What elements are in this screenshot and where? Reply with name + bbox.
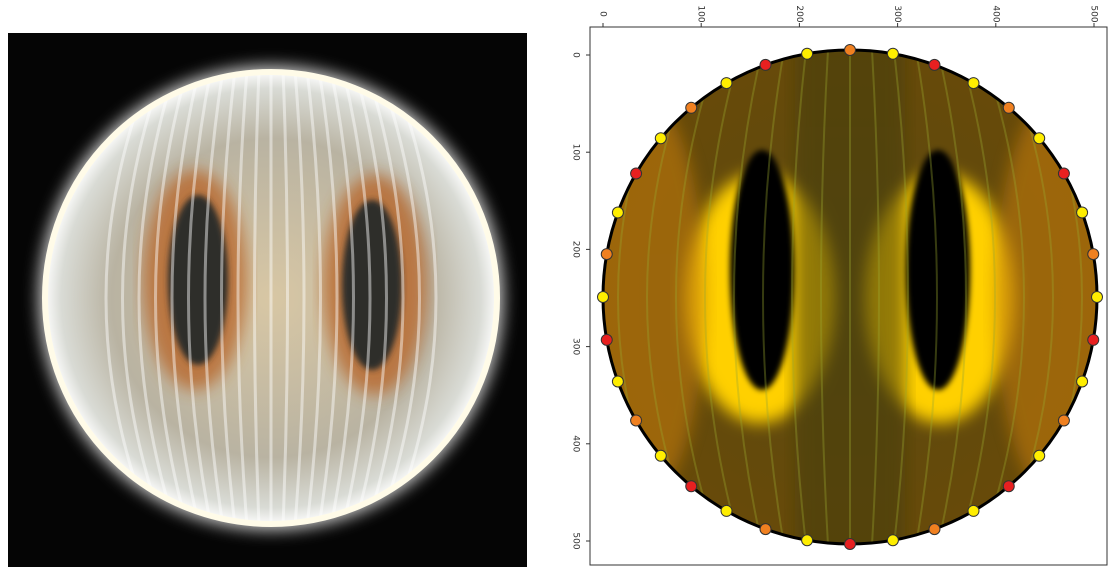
rim-dot bbox=[802, 535, 813, 546]
rim-dot bbox=[760, 59, 771, 70]
y-tick-label: 500 bbox=[571, 532, 581, 549]
rim-dot bbox=[655, 450, 666, 461]
rim-dot bbox=[721, 78, 732, 89]
rim-dot bbox=[598, 292, 609, 303]
rim-dot bbox=[1003, 481, 1014, 492]
rim-dot bbox=[655, 133, 666, 144]
rim-dot bbox=[1077, 376, 1088, 387]
rim-dot bbox=[631, 415, 642, 426]
y-tick-label: 0 bbox=[571, 52, 581, 58]
rim-dot bbox=[721, 505, 732, 516]
rim-dot bbox=[1034, 450, 1045, 461]
x-tick-label: 0 bbox=[598, 11, 608, 17]
rim-dot bbox=[1003, 102, 1014, 113]
rim-dot bbox=[612, 376, 623, 387]
rim-dot bbox=[802, 48, 813, 59]
rim-dot bbox=[887, 48, 898, 59]
y-tick-label: 300 bbox=[571, 338, 581, 355]
x-tick-label: 300 bbox=[892, 5, 902, 22]
y-tick-label: 200 bbox=[571, 241, 581, 258]
rim-dot bbox=[1088, 334, 1099, 345]
rim-dot bbox=[845, 45, 856, 56]
rim-dot bbox=[612, 207, 623, 218]
rim-dot bbox=[929, 524, 940, 535]
rim-dot bbox=[686, 102, 697, 113]
rim-dot bbox=[601, 334, 612, 345]
rim-dot bbox=[929, 59, 940, 70]
y-tick-label: 400 bbox=[571, 435, 581, 452]
x-tick-label: 100 bbox=[696, 5, 706, 22]
y-tick-label: 100 bbox=[571, 144, 581, 161]
plot: 0 100 200 300 400 500 0 100 200 300 400 500 bbox=[571, 5, 1110, 565]
rim-dot bbox=[1058, 415, 1069, 426]
rim-dot bbox=[1077, 207, 1088, 218]
rim-dot bbox=[1034, 133, 1045, 144]
rim-dot bbox=[631, 168, 642, 179]
rim-dot bbox=[1058, 168, 1069, 179]
rim-dot bbox=[760, 524, 771, 535]
rim-dot bbox=[968, 505, 979, 516]
rim-dot bbox=[1088, 249, 1099, 260]
x-tick-label: 500 bbox=[1089, 5, 1099, 22]
x-tick-label: 200 bbox=[794, 5, 804, 22]
figure: 0 100 200 300 400 500 0 100 200 300 400 500 bbox=[0, 0, 1110, 569]
rim-dot bbox=[845, 539, 856, 550]
rim-dot bbox=[887, 535, 898, 546]
rim-dot bbox=[968, 78, 979, 89]
x-tick-label: 400 bbox=[990, 5, 1000, 22]
rim-dot bbox=[601, 249, 612, 260]
photo bbox=[8, 33, 527, 567]
rim-dot bbox=[686, 481, 697, 492]
rim-dot bbox=[1092, 292, 1103, 303]
